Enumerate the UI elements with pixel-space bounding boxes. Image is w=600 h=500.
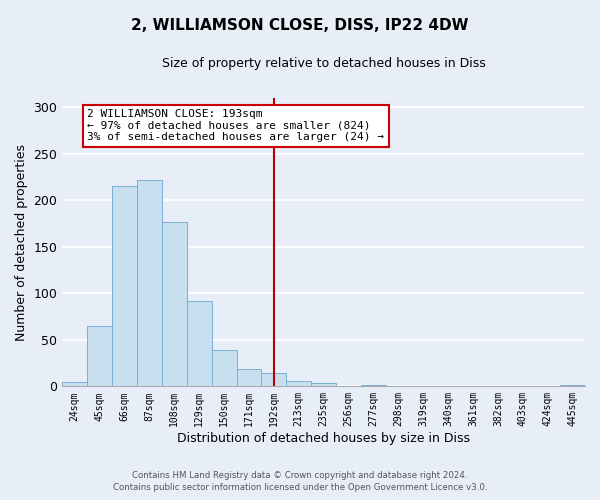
Bar bbox=[62, 382, 87, 386]
Bar bbox=[137, 180, 162, 386]
Bar bbox=[236, 368, 262, 386]
Title: Size of property relative to detached houses in Diss: Size of property relative to detached ho… bbox=[162, 58, 485, 70]
Text: 2, WILLIAMSON CLOSE, DISS, IP22 4DW: 2, WILLIAMSON CLOSE, DISS, IP22 4DW bbox=[131, 18, 469, 32]
Bar bbox=[87, 326, 112, 386]
Text: Contains HM Land Registry data © Crown copyright and database right 2024.
Contai: Contains HM Land Registry data © Crown c… bbox=[113, 471, 487, 492]
Bar bbox=[262, 374, 286, 386]
Bar bbox=[112, 186, 137, 386]
Bar bbox=[212, 350, 236, 387]
Y-axis label: Number of detached properties: Number of detached properties bbox=[15, 144, 28, 340]
Bar bbox=[187, 301, 212, 386]
Text: 2 WILLIAMSON CLOSE: 193sqm
← 97% of detached houses are smaller (824)
3% of semi: 2 WILLIAMSON CLOSE: 193sqm ← 97% of deta… bbox=[87, 109, 384, 142]
Bar bbox=[286, 381, 311, 386]
X-axis label: Distribution of detached houses by size in Diss: Distribution of detached houses by size … bbox=[177, 432, 470, 445]
Bar bbox=[162, 222, 187, 386]
Bar bbox=[311, 382, 336, 386]
